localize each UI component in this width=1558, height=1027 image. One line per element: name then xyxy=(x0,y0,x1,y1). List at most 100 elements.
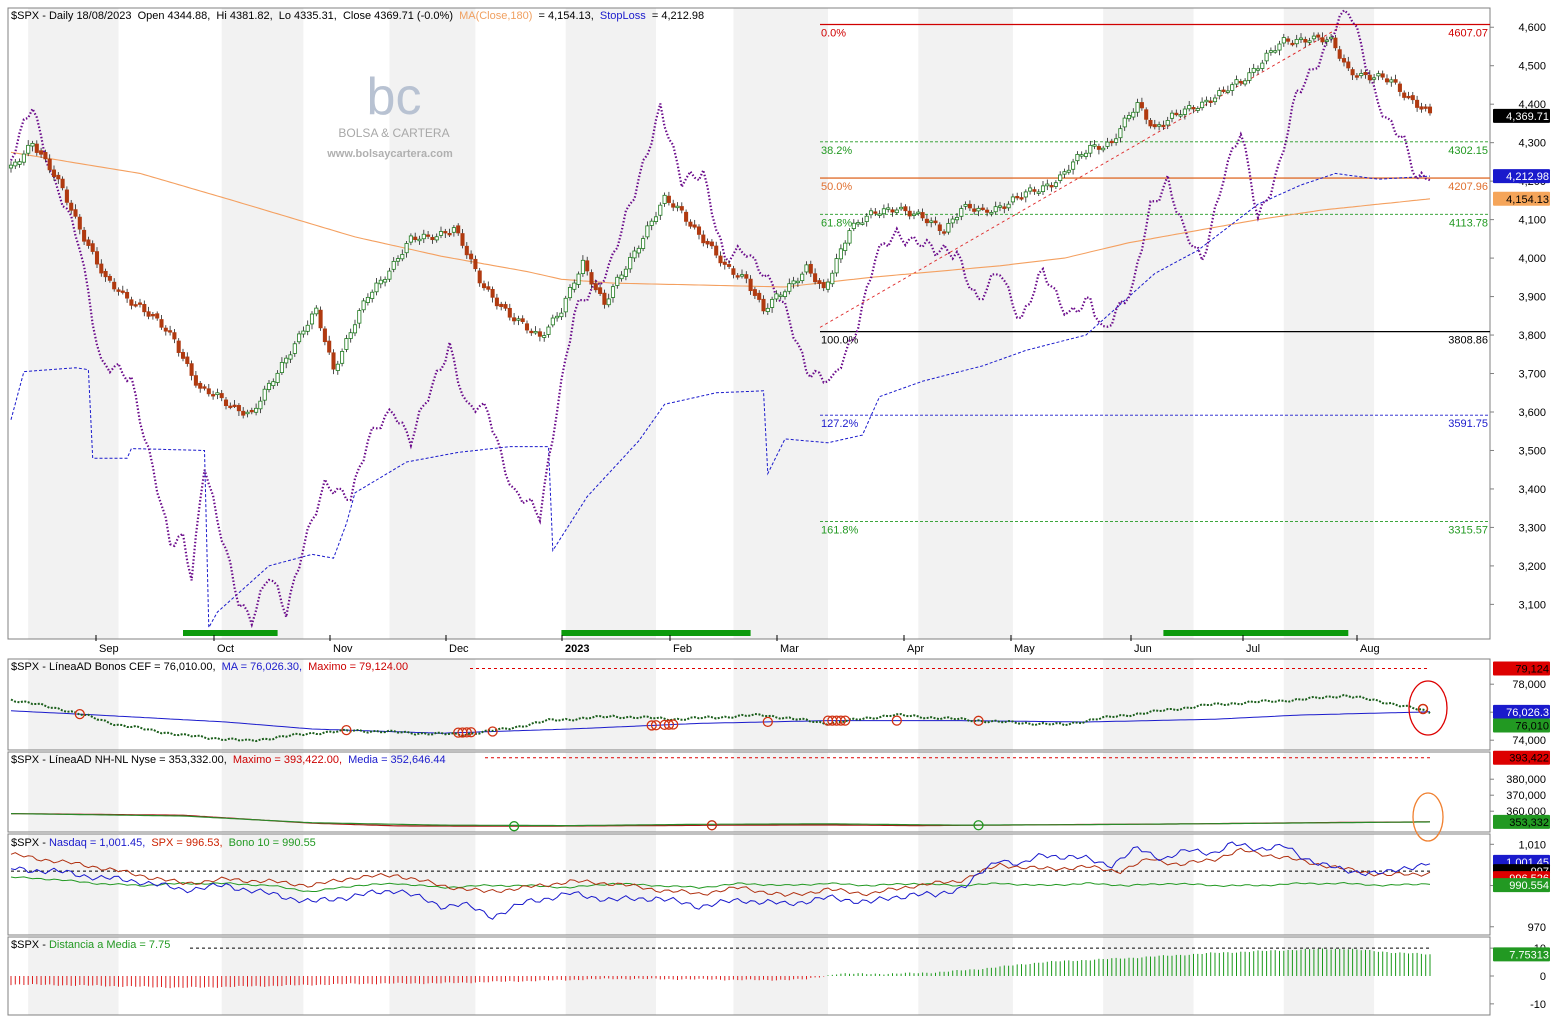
oscillator-line xyxy=(10,8,1431,629)
candle-up xyxy=(1212,97,1218,103)
candle-down xyxy=(1290,42,1295,46)
candle-down xyxy=(185,356,190,364)
candle-up xyxy=(340,351,345,364)
candle-up xyxy=(1311,35,1316,40)
candle-down xyxy=(1019,197,1024,200)
nhnl-symbol: $SPX xyxy=(11,754,40,766)
bonos-header: $SPX - LíneaAD Bonos CEF = 76,010.00, MA… xyxy=(11,661,408,673)
candle-up xyxy=(1255,68,1261,71)
candle-up xyxy=(1028,187,1033,192)
crossover-marker xyxy=(973,715,984,726)
crossover-marker xyxy=(668,719,679,730)
crossover-marker xyxy=(465,727,477,738)
candle-down xyxy=(752,289,757,296)
month-band xyxy=(389,752,476,832)
axis-tick-label: 3,100 xyxy=(1518,599,1546,611)
candle-up xyxy=(348,332,353,339)
axis-tick-label: 4,300 xyxy=(1518,138,1546,150)
candle-down xyxy=(34,143,39,153)
candle-down xyxy=(133,304,138,307)
candle-up xyxy=(825,281,831,290)
candle-down xyxy=(589,272,594,285)
candle-down xyxy=(241,410,246,416)
bonos-symbol: $SPX xyxy=(11,661,40,673)
candle-down xyxy=(219,393,224,399)
candle-up xyxy=(1083,152,1089,157)
candle-down xyxy=(890,209,895,213)
month-band xyxy=(1283,937,1375,1015)
fibonacci-value: 3808.86 xyxy=(1448,335,1488,347)
month-label: Dec xyxy=(449,643,469,655)
axis-tick-label: -10 xyxy=(1530,999,1546,1011)
candle-up xyxy=(400,254,405,260)
value-badge-text: 79,124 xyxy=(1515,663,1549,675)
candle-down xyxy=(1397,83,1402,92)
candle-up xyxy=(1294,39,1299,45)
candle-up xyxy=(1092,144,1097,147)
low-label: Lo 4335.31, xyxy=(279,10,337,22)
axis-tick-label: 0 xyxy=(1540,971,1546,983)
fibonacci-label: 127.2% xyxy=(821,418,859,430)
candle-down xyxy=(1096,146,1101,150)
candle-down xyxy=(1109,140,1114,144)
candle-down xyxy=(1384,78,1390,83)
candle-down xyxy=(722,261,727,265)
crossover-marker xyxy=(341,724,352,736)
candle-up xyxy=(297,333,302,343)
candle-up xyxy=(533,331,538,334)
candle-down xyxy=(1152,124,1157,128)
candle-down xyxy=(1002,206,1007,209)
nhnl-header: $SPX - LíneaAD NH-NL Nyse = 353,332.00, … xyxy=(11,754,446,766)
month-band xyxy=(565,752,656,832)
ma-value: = 4,154.13, xyxy=(538,10,593,22)
axis-tick-label: 3,900 xyxy=(1518,292,1546,304)
candle-up xyxy=(305,324,310,332)
month-band xyxy=(733,752,828,832)
candle-down xyxy=(731,268,736,275)
candle-down xyxy=(486,286,491,290)
candle-down xyxy=(155,313,160,319)
candle-down xyxy=(490,288,495,298)
candle-down xyxy=(967,203,972,209)
candle-down xyxy=(666,195,671,203)
comparative-header: $SPX - Nasdaq = 1,001.45, SPX = 996.53, … xyxy=(11,837,316,849)
candle-down xyxy=(94,251,100,265)
candle-down xyxy=(933,220,938,224)
axis-tick-label: 3,400 xyxy=(1518,484,1546,496)
value-badge-text: 76,010 xyxy=(1515,721,1549,733)
value-badge-text: 990.554 xyxy=(1509,880,1549,892)
month-band xyxy=(28,752,119,832)
time-axis: Sep Oct Nov Dec 2023 Feb Mar Apr May Jun Jul Aug xyxy=(95,635,1380,655)
candle-up xyxy=(1010,196,1015,203)
candle-down xyxy=(727,264,732,267)
month-band xyxy=(565,937,656,1015)
fibonacci-value: 4302.15 xyxy=(1448,145,1488,157)
candle-up xyxy=(623,268,628,277)
candle-down xyxy=(142,303,147,313)
candle-down xyxy=(107,275,112,281)
candle-up xyxy=(739,274,745,277)
candle-up xyxy=(1281,37,1286,44)
candle-up xyxy=(899,206,904,210)
candle-up xyxy=(653,216,659,222)
month-band xyxy=(565,8,656,639)
candle-up xyxy=(438,231,444,236)
candle-up xyxy=(1126,114,1132,120)
candle-up xyxy=(1040,185,1046,193)
candle-down xyxy=(942,231,947,234)
candle-up xyxy=(1118,128,1123,139)
candle-up xyxy=(254,407,259,413)
axis-tick-label: 3,600 xyxy=(1518,407,1546,419)
spx-line xyxy=(10,847,1431,897)
axis-tick-label: 3,800 xyxy=(1518,330,1546,342)
candle-down xyxy=(524,323,530,331)
candle-down xyxy=(82,229,87,242)
candle-down xyxy=(985,209,990,213)
candle-up xyxy=(1268,50,1273,53)
nhnl-media: Media = 352,646.44 xyxy=(348,754,446,766)
candle-down xyxy=(821,282,826,289)
period-label: Daily 18/08/2023 xyxy=(49,10,132,22)
crossover-marker xyxy=(646,720,657,731)
candle-down xyxy=(1049,185,1054,188)
